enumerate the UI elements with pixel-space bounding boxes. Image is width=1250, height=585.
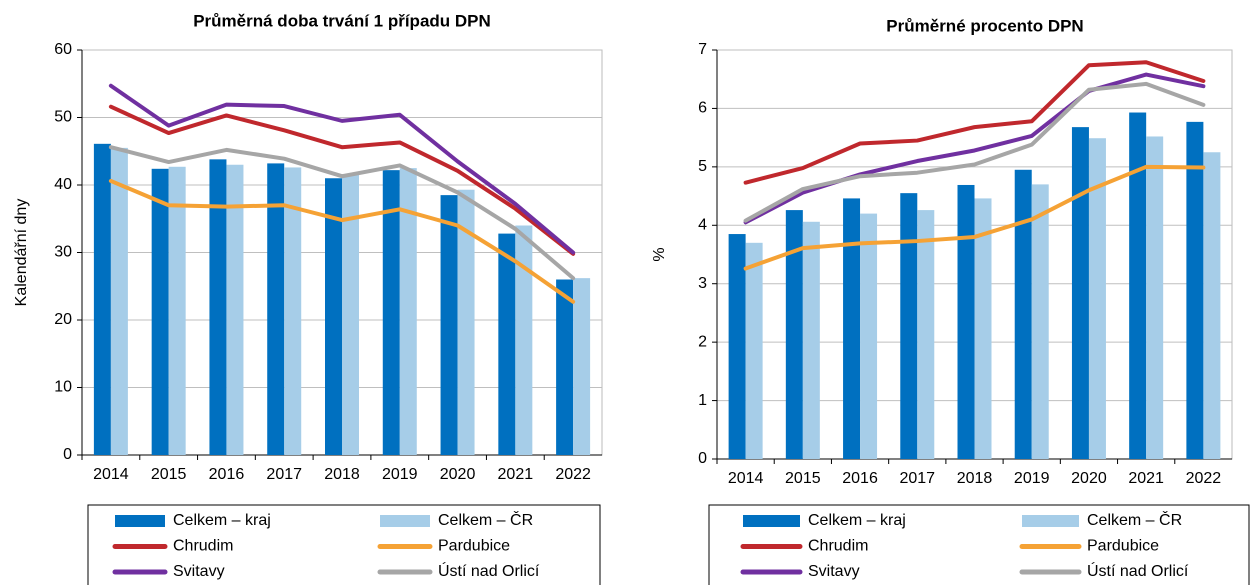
legend-label: Pardubice <box>1087 538 1159 555</box>
bar <box>457 189 475 455</box>
legend-label: Ústí nad Orlicí <box>1087 561 1189 580</box>
x-tick-label: 2020 <box>440 466 476 483</box>
y-tick-label: 1 <box>698 392 707 409</box>
x-tick-label: 2016 <box>209 466 245 483</box>
legend-swatch <box>1022 515 1079 527</box>
legend-label: Svitavy <box>173 563 225 580</box>
bar <box>1014 169 1032 459</box>
x-tick-label: 2017 <box>899 470 935 487</box>
legend-label: Pardubice <box>438 538 510 555</box>
bar <box>573 278 591 455</box>
legend-label: Svitavy <box>808 563 860 580</box>
line-series <box>743 60 1206 185</box>
y-axis-label: % <box>651 247 668 261</box>
y-tick-label: 5 <box>698 158 707 175</box>
bar <box>267 163 285 455</box>
x-tick-label: 2014 <box>93 466 129 483</box>
bar <box>168 166 186 455</box>
line-series <box>743 81 1206 223</box>
x-tick-label: 2019 <box>1014 470 1050 487</box>
y-tick-label: 60 <box>54 41 72 58</box>
bar <box>1031 184 1049 459</box>
legend-box <box>87 504 601 585</box>
x-tick-label: 2022 <box>1186 470 1222 487</box>
line-series <box>108 104 576 256</box>
bar <box>785 210 803 459</box>
legend-swatch <box>743 515 800 527</box>
bar <box>900 193 918 459</box>
bar <box>917 210 935 459</box>
y-tick-label: 7 <box>698 41 707 58</box>
bar <box>110 147 128 455</box>
chart-title: Průměrné procento DPN <box>886 16 1083 35</box>
bar <box>284 167 302 455</box>
bar <box>151 168 169 456</box>
bar <box>440 195 458 455</box>
bar <box>325 178 342 455</box>
legend-swatch <box>380 515 430 527</box>
bar <box>843 198 861 459</box>
y-tick-label: 30 <box>54 244 72 261</box>
line-series <box>108 145 576 281</box>
bar <box>1186 121 1204 460</box>
x-tick-label: 2018 <box>957 470 993 487</box>
x-tick-label: 2021 <box>1128 470 1164 487</box>
y-tick-label: 50 <box>54 109 72 126</box>
line-series <box>108 83 576 255</box>
bar <box>745 242 763 459</box>
bar <box>1071 127 1089 459</box>
bar <box>226 164 244 455</box>
legend-label: Chrudim <box>808 538 868 555</box>
legend-label: Ústí nad Orlicí <box>438 561 540 580</box>
bar <box>93 143 111 455</box>
x-tick-label: 2019 <box>382 466 418 483</box>
bar <box>974 198 992 459</box>
y-tick-label: 3 <box>698 275 707 292</box>
y-axis-label: Kalendářní dny <box>13 199 30 307</box>
bar <box>399 168 417 455</box>
legend-label: Celkem – ČR <box>438 510 533 529</box>
bar <box>556 279 574 455</box>
chart-title: Průměrná doba trvání 1 případu DPN <box>193 11 491 30</box>
bar <box>1129 112 1147 460</box>
legend-label: Celkem – ČR <box>1087 510 1182 529</box>
bar <box>498 233 516 455</box>
x-tick-label: 2017 <box>266 466 302 483</box>
bar <box>728 234 746 459</box>
y-tick-label: 0 <box>698 450 707 467</box>
y-tick-label: 2 <box>698 333 707 350</box>
bar <box>1088 138 1106 459</box>
x-tick-label: 2014 <box>728 470 764 487</box>
y-tick-label: 4 <box>698 217 707 234</box>
bar <box>860 213 878 459</box>
x-tick-label: 2018 <box>324 466 360 483</box>
bar <box>515 225 533 455</box>
x-tick-label: 2016 <box>842 470 878 487</box>
legend-label: Celkem – kraj <box>808 512 906 529</box>
legend-label: Celkem – kraj <box>173 512 271 529</box>
y-tick-label: 40 <box>54 176 72 193</box>
y-tick-label: 10 <box>54 379 72 396</box>
bar <box>802 221 820 459</box>
bar <box>342 174 359 455</box>
bar <box>1146 136 1164 459</box>
bar <box>1203 152 1221 459</box>
y-tick-label: 20 <box>54 311 72 328</box>
y-tick-label: 0 <box>63 446 72 463</box>
bar <box>209 159 227 455</box>
legend-label: Chrudim <box>173 538 233 555</box>
y-tick-label: 6 <box>698 100 707 117</box>
x-tick-label: 2020 <box>1071 470 1107 487</box>
line-series <box>743 164 1206 271</box>
line-series <box>108 178 576 304</box>
bar <box>382 170 400 455</box>
x-tick-label: 2015 <box>151 466 187 483</box>
legend-swatch <box>115 515 165 527</box>
x-tick-label: 2022 <box>555 466 591 483</box>
bar <box>957 184 975 459</box>
x-tick-label: 2021 <box>498 466 534 483</box>
x-tick-label: 2015 <box>785 470 821 487</box>
